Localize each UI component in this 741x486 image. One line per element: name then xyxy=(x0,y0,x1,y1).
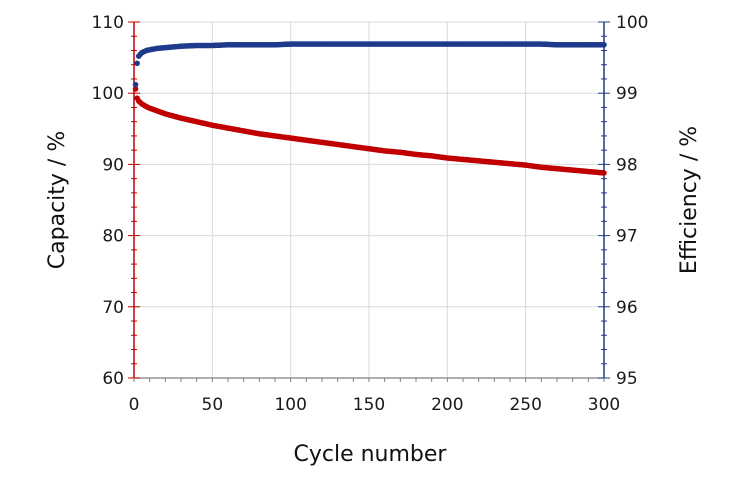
y-left-axis-title: Capacity / % xyxy=(45,131,70,269)
y-right-axis-title: Efficiency / % xyxy=(677,126,702,274)
y-right-tick-label: 99 xyxy=(616,84,638,104)
x-tick-label: 0 xyxy=(129,395,140,415)
y-left-tick-label: 60 xyxy=(102,369,124,389)
y-left-tick-label: 90 xyxy=(102,155,124,175)
grid xyxy=(134,21,605,378)
x-tick-label: 250 xyxy=(509,395,541,415)
tick-labels: 0 50 100 150 200 250 300 60 70 80 90 100 110 95 96 97 98… xyxy=(92,13,649,415)
y-left-tick-label: 110 xyxy=(92,13,124,33)
x-tick-label: 150 xyxy=(353,395,385,415)
efficiency-point xyxy=(134,60,140,67)
x-tick-label: 300 xyxy=(588,395,620,415)
efficiency-point xyxy=(132,81,139,88)
efficiency-point xyxy=(601,41,607,48)
x-tick-label: 200 xyxy=(431,395,463,415)
y-right-tick-label: 95 xyxy=(616,369,638,389)
x-axis-title: Cycle number xyxy=(294,442,448,467)
capacity-point xyxy=(601,170,607,176)
x-tick-label: 100 xyxy=(274,395,306,415)
capacity-point xyxy=(132,86,139,92)
y-right-tick-label: 96 xyxy=(616,298,638,318)
y-right-tick-label: 100 xyxy=(616,13,648,33)
x-tick-label: 50 xyxy=(202,395,224,415)
y-right-tick-label: 97 xyxy=(616,227,638,247)
capacity-series xyxy=(132,86,607,176)
y-left-tick-label: 100 xyxy=(92,84,124,104)
axes xyxy=(128,21,610,382)
y-left-tick-label: 70 xyxy=(102,298,124,318)
y-left-tick-label: 80 xyxy=(102,227,124,247)
series xyxy=(132,41,607,176)
y-right-tick-label: 98 xyxy=(616,155,638,175)
efficiency-series xyxy=(132,41,607,88)
